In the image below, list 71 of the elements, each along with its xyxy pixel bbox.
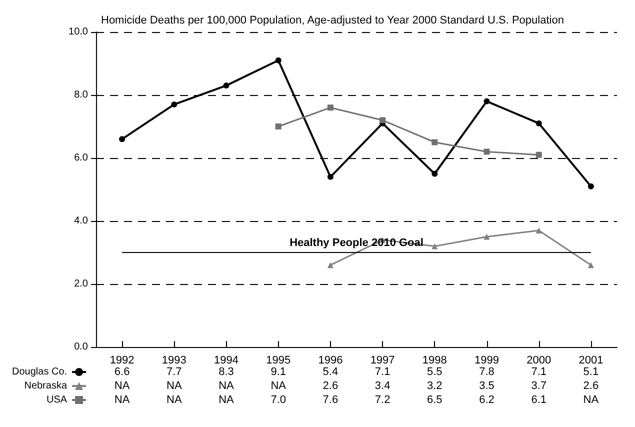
- point: [484, 148, 490, 155]
- text: NA: [270, 380, 286, 392]
- point: [327, 104, 334, 111]
- y-tick-label: 2.0: [74, 278, 88, 290]
- data-label: 7.1: [374, 366, 390, 378]
- y-tick-label: 10.0: [68, 26, 88, 38]
- chart-title: Homicide Deaths per 100,000 Population, Age-adjusted to Year 2000 Standard U.S. Population: [101, 14, 564, 26]
- point: [588, 262, 594, 268]
- text: NA: [583, 394, 599, 406]
- point: [432, 139, 438, 146]
- text: NA: [166, 380, 182, 392]
- data-label: 6.2: [479, 394, 494, 406]
- data-label: 7.0: [270, 394, 286, 406]
- x-tick-label: 1993: [162, 354, 186, 366]
- data-label: 2.6: [583, 380, 599, 392]
- point: [536, 120, 542, 126]
- x-tick-label: 2001: [578, 354, 604, 366]
- x-tick-label: 1992: [110, 354, 134, 366]
- data-label: 9.1: [270, 366, 286, 378]
- data-label: 5.5: [427, 366, 442, 378]
- data-label: 7.6: [322, 394, 338, 406]
- ref-line-label: Healthy People 2010 Goal: [290, 237, 424, 249]
- point: [119, 136, 126, 142]
- legend-label: USA: [46, 394, 68, 406]
- text: NA: [114, 380, 130, 392]
- data-label: 5.1: [583, 366, 599, 378]
- data-label: 8.3: [218, 366, 234, 378]
- x-tick-label: 1994: [214, 354, 238, 366]
- x-tick-label: 1996: [318, 354, 343, 366]
- y-tick-label: 8.0: [74, 90, 88, 100]
- legend-label: Douglas Co.: [12, 366, 68, 378]
- data-label: 2.6: [322, 380, 338, 392]
- point: [380, 117, 386, 124]
- text: NA: [114, 394, 130, 406]
- y-tick-label: 4.0: [74, 216, 88, 226]
- point: [223, 82, 230, 89]
- point: [432, 170, 438, 177]
- data-label: 6.5: [427, 394, 442, 406]
- point: [484, 98, 490, 104]
- point: [484, 234, 490, 240]
- x-tick-label: 1999: [474, 354, 499, 366]
- point: [275, 57, 282, 64]
- data-label: 3.4: [374, 380, 390, 392]
- x-tick-label: 1997: [370, 354, 395, 366]
- data-label: 3.5: [479, 380, 494, 392]
- text: NA: [166, 394, 182, 406]
- point: [327, 174, 334, 180]
- point: [588, 183, 594, 190]
- legend-label: Nebraska: [24, 380, 68, 392]
- data-label: 7.8: [479, 366, 494, 378]
- text: NA: [218, 380, 234, 392]
- data-label: 3.7: [531, 380, 546, 392]
- y-tick-label: 6.0: [74, 152, 88, 164]
- point: [171, 101, 178, 108]
- data-label: 5.4: [322, 366, 338, 378]
- data-label: 6.6: [114, 366, 130, 378]
- x-tick-label: 1995: [266, 354, 291, 366]
- point: [536, 152, 542, 158]
- x-tick-label: 1998: [422, 354, 447, 366]
- data-label: 7.1: [531, 366, 546, 378]
- x-tick-label: 2000: [526, 354, 552, 366]
- point: [432, 243, 438, 250]
- point: [275, 124, 282, 130]
- data-label: 3.2: [427, 380, 442, 392]
- text: NA: [218, 394, 234, 406]
- data-label: 7.7: [166, 366, 182, 378]
- point: [327, 262, 334, 268]
- point: [536, 227, 542, 234]
- data-label: 6.1: [531, 394, 546, 406]
- y-tick-label: 0.0: [74, 342, 88, 352]
- data-label: 7.2: [374, 394, 390, 406]
